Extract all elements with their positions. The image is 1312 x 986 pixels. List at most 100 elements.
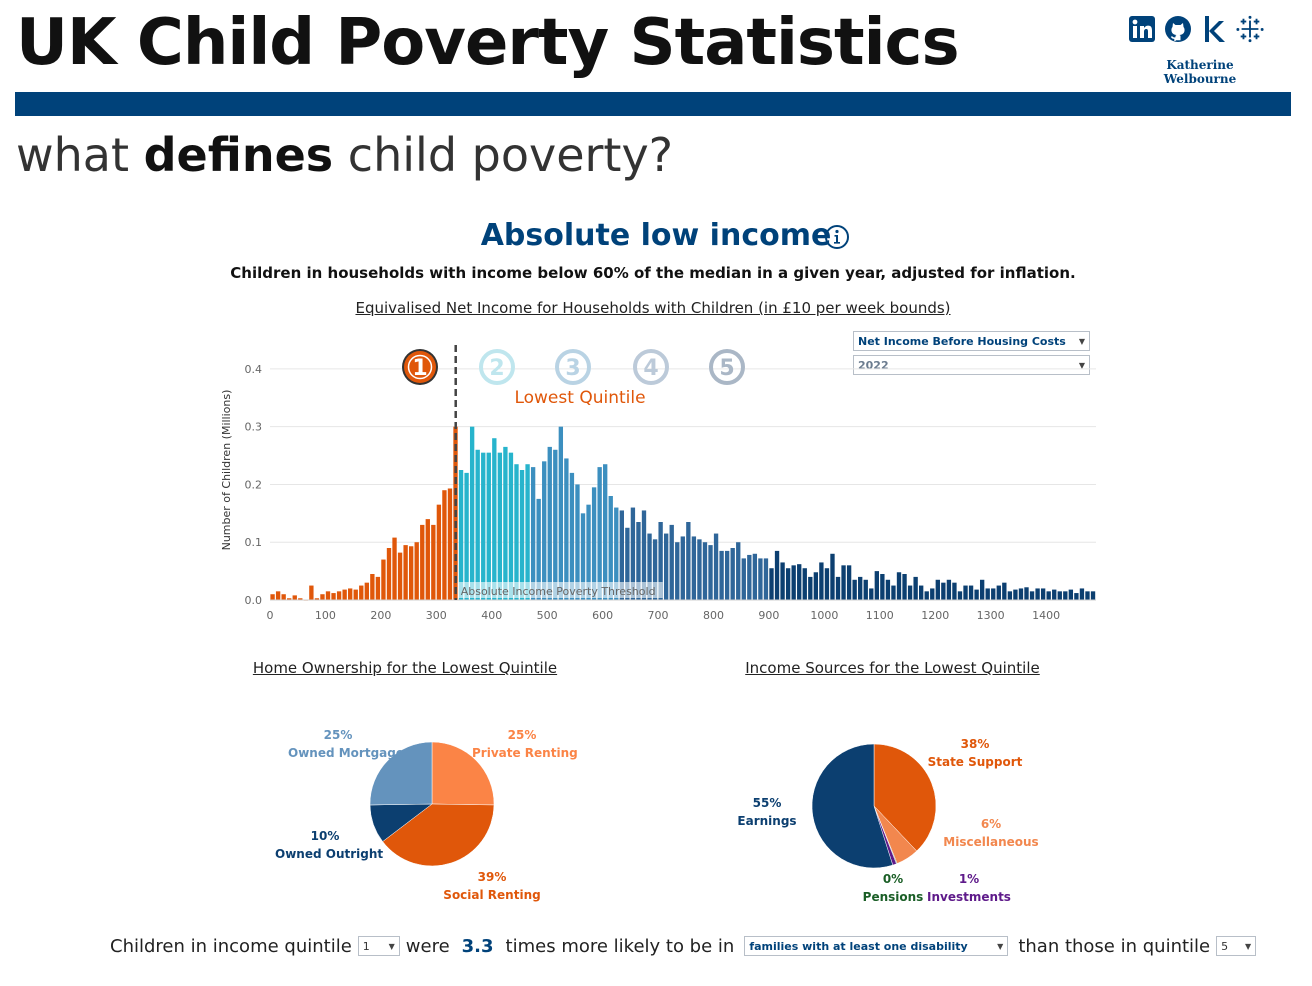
histogram-bar[interactable]	[364, 582, 369, 600]
histogram-bar[interactable]	[852, 579, 857, 600]
histogram-bar[interactable]	[763, 558, 769, 600]
histogram-bar[interactable]	[420, 524, 425, 600]
histogram-bar[interactable]	[769, 568, 774, 600]
histogram-bar[interactable]	[680, 536, 685, 600]
histogram-bar[interactable]	[1068, 589, 1074, 600]
histogram-bar[interactable]	[1074, 593, 1079, 600]
histogram-bar[interactable]	[630, 507, 636, 600]
histogram-bar[interactable]	[830, 553, 835, 600]
histogram-bar[interactable]	[481, 452, 486, 600]
histogram-bar[interactable]	[802, 568, 807, 600]
histogram-bar[interactable]	[397, 552, 403, 600]
histogram-bar[interactable]	[979, 579, 985, 600]
histogram-bar[interactable]	[1085, 591, 1090, 600]
histogram-bar[interactable]	[846, 565, 852, 600]
histogram-bar[interactable]	[403, 545, 408, 600]
histogram-bar[interactable]	[558, 426, 564, 600]
histogram-bar[interactable]	[1007, 591, 1013, 600]
histogram-bar[interactable]	[331, 593, 336, 600]
histogram-bar[interactable]	[1046, 591, 1051, 600]
github-icon[interactable]	[1164, 15, 1192, 43]
histogram-bar[interactable]	[919, 585, 924, 600]
histogram-bar[interactable]	[547, 446, 552, 600]
histogram-bar[interactable]	[841, 565, 846, 600]
histogram-bar[interactable]	[669, 524, 674, 600]
histogram-bar[interactable]	[486, 452, 491, 600]
histogram-bar[interactable]	[381, 559, 386, 600]
histogram-bar[interactable]	[325, 591, 331, 600]
histogram-bar[interactable]	[342, 589, 347, 600]
histogram-bar[interactable]	[575, 484, 580, 600]
histogram-bar[interactable]	[941, 582, 946, 600]
histogram-bar[interactable]	[991, 588, 996, 600]
histogram-bar[interactable]	[314, 598, 320, 600]
quintile-a-select[interactable]: 1 ▼	[357, 936, 400, 956]
quintile-marker-1[interactable]: 1	[402, 349, 438, 385]
histogram-bar[interactable]	[464, 472, 469, 600]
histogram-bar[interactable]	[586, 504, 591, 600]
histogram-bar[interactable]	[497, 452, 503, 600]
category-select[interactable]: families with at least one disability ▼	[744, 936, 1009, 956]
histogram-bar[interactable]	[503, 446, 508, 600]
histogram-bar[interactable]	[298, 598, 303, 600]
histogram-bar[interactable]	[553, 449, 558, 600]
histogram-bar[interactable]	[663, 533, 669, 600]
histogram-bar[interactable]	[1029, 591, 1035, 600]
histogram-bar[interactable]	[425, 519, 430, 600]
histogram-bar[interactable]	[880, 574, 885, 600]
kaggle-icon[interactable]	[1200, 15, 1228, 43]
year-select[interactable]: 2022 ▼	[853, 355, 1090, 375]
histogram-bar[interactable]	[469, 426, 475, 600]
histogram-bar[interactable]	[569, 472, 575, 600]
histogram-bar[interactable]	[1035, 588, 1040, 600]
histogram-bar[interactable]	[791, 565, 796, 600]
histogram-bar[interactable]	[536, 498, 541, 600]
histogram-bar[interactable]	[408, 546, 414, 600]
histogram-bar[interactable]	[708, 545, 713, 600]
histogram-bar[interactable]	[348, 588, 353, 600]
histogram-bar[interactable]	[874, 571, 879, 600]
histogram-bar[interactable]	[603, 464, 608, 600]
histogram-bar[interactable]	[924, 591, 929, 600]
histogram-bar[interactable]	[935, 579, 940, 600]
histogram-bar[interactable]	[658, 522, 663, 600]
pie-slice-state-support[interactable]	[873, 743, 937, 852]
histogram-bar[interactable]	[736, 542, 741, 600]
histogram-bar[interactable]	[758, 558, 763, 600]
histogram-bar[interactable]	[392, 537, 397, 600]
histogram-bar[interactable]	[608, 496, 613, 600]
histogram-bar[interactable]	[336, 591, 342, 600]
histogram-bar[interactable]	[514, 464, 519, 600]
histogram-bar[interactable]	[309, 585, 314, 600]
histogram-bar[interactable]	[957, 591, 963, 600]
histogram-bar[interactable]	[1090, 591, 1096, 600]
histogram-bar[interactable]	[985, 588, 990, 600]
histogram-bar[interactable]	[1018, 588, 1024, 600]
histogram-bar[interactable]	[946, 579, 952, 600]
histogram-bar[interactable]	[808, 576, 813, 600]
histogram-bar[interactable]	[447, 488, 453, 600]
histogram-bar[interactable]	[741, 558, 746, 600]
histogram-bar[interactable]	[647, 533, 652, 600]
histogram-bar[interactable]	[963, 585, 968, 600]
quintile-marker-3[interactable]: 3	[555, 349, 591, 385]
linkedin-icon[interactable]	[1128, 15, 1156, 43]
histogram-bar[interactable]	[747, 554, 752, 600]
histogram-bar[interactable]	[292, 595, 297, 600]
histogram-bar[interactable]	[375, 576, 381, 600]
info-icon[interactable]	[824, 224, 850, 250]
histogram-bar[interactable]	[930, 588, 935, 600]
histogram-bar[interactable]	[625, 527, 630, 600]
histogram-bar[interactable]	[819, 562, 824, 600]
histogram-bar[interactable]	[597, 467, 602, 600]
histogram-bar[interactable]	[614, 507, 619, 600]
histogram-bar[interactable]	[353, 589, 358, 600]
histogram-bar[interactable]	[320, 594, 325, 600]
histogram-bar[interactable]	[719, 550, 724, 600]
histogram-bar[interactable]	[270, 594, 275, 600]
histogram-bar[interactable]	[952, 582, 957, 600]
histogram-bar[interactable]	[780, 562, 785, 600]
histogram-bar[interactable]	[697, 539, 702, 600]
histogram-bar[interactable]	[431, 524, 436, 600]
pie-slice-private-renting[interactable]	[431, 741, 495, 806]
